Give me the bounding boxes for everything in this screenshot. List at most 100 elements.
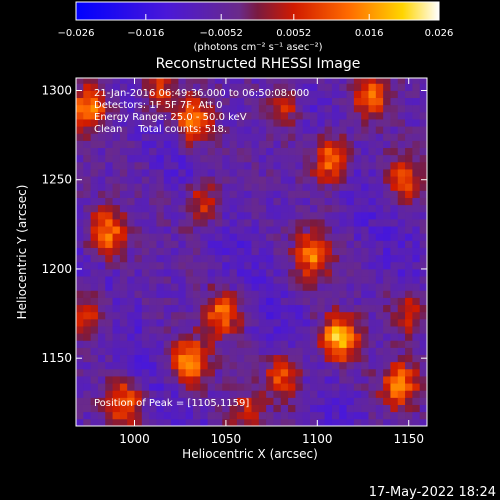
heatmap-cell xyxy=(383,169,391,177)
heatmap-cell xyxy=(302,268,311,277)
heatmap-cell xyxy=(127,126,135,134)
heatmap-cell xyxy=(324,211,333,220)
heatmap-cell xyxy=(368,83,377,91)
heatmap-cell xyxy=(178,254,187,263)
heatmap-cell xyxy=(222,290,230,298)
heatmap-cell xyxy=(90,283,99,291)
heatmap-cell xyxy=(405,90,413,99)
heatmap-cell xyxy=(163,361,172,370)
heatmap-cell xyxy=(251,204,260,213)
heatmap-cell xyxy=(280,83,289,91)
heatmap-cell xyxy=(397,111,406,120)
heatmap-cell xyxy=(251,78,260,84)
heatmap-cell xyxy=(258,133,267,141)
heatmap-cell xyxy=(346,247,355,256)
heatmap-cell xyxy=(251,169,260,177)
heatmap-cell xyxy=(317,126,326,134)
heatmap-cell xyxy=(302,111,311,120)
heatmap-cell xyxy=(266,147,274,156)
heatmap-cell xyxy=(266,233,274,241)
heatmap-cell xyxy=(105,247,113,256)
heatmap-cell xyxy=(127,304,135,313)
heatmap-cell xyxy=(383,311,391,320)
heatmap-cell xyxy=(273,311,282,320)
heatmap-cell xyxy=(405,126,413,134)
heatmap-cell xyxy=(149,311,157,320)
heatmap-cell xyxy=(295,411,304,420)
heatmap-cell xyxy=(178,411,187,420)
heatmap-cell xyxy=(368,411,377,420)
heatmap-cell xyxy=(258,176,267,184)
heatmap-cell xyxy=(171,111,179,120)
heatmap-cell xyxy=(280,333,289,341)
heatmap-cell xyxy=(112,397,121,405)
heatmap-cell xyxy=(222,147,230,156)
heatmap-cell xyxy=(171,276,179,284)
heatmap-cell xyxy=(222,333,230,341)
heatmap-cell xyxy=(207,376,216,384)
heatmap-cell xyxy=(288,276,296,284)
heatmap-cell xyxy=(185,104,194,113)
heatmap-cell xyxy=(390,247,399,256)
heatmap-cell xyxy=(222,111,230,120)
heatmap-cell xyxy=(178,376,187,384)
heatmap-cell xyxy=(105,218,113,227)
heatmap-cell xyxy=(207,211,216,220)
heatmap-cell xyxy=(163,311,172,320)
heatmap-cell xyxy=(171,283,179,291)
heatmap-cell xyxy=(236,176,245,184)
heatmap-cell xyxy=(214,340,223,348)
heatmap-cell xyxy=(390,204,399,213)
heatmap-cell xyxy=(258,233,267,241)
heatmap-cell xyxy=(90,268,99,277)
heatmap-cell xyxy=(397,126,406,134)
heatmap-cell xyxy=(83,283,92,291)
heatmap-cell xyxy=(375,290,384,298)
heatmap-cell xyxy=(119,190,128,198)
heatmap-cell xyxy=(412,140,421,148)
heatmap-cell xyxy=(83,140,92,148)
heatmap-cell xyxy=(419,318,427,327)
heatmap-cell xyxy=(134,376,143,384)
heatmap-cell xyxy=(127,318,135,327)
heatmap-cell xyxy=(419,97,427,106)
heatmap-cell xyxy=(266,197,274,206)
x-tick-label: 1100 xyxy=(302,432,333,446)
heatmap-cell xyxy=(273,418,282,426)
heatmap-cell xyxy=(119,183,128,191)
heatmap-cell xyxy=(97,354,106,363)
annotation-clean-counts: Clean Total counts: 518. xyxy=(94,124,227,135)
heatmap-cell xyxy=(229,161,238,170)
heatmap-cell xyxy=(419,290,427,298)
heatmap-cell xyxy=(119,354,128,363)
heatmap-cell xyxy=(346,126,355,134)
heatmap-cell xyxy=(383,297,391,306)
heatmap-cell xyxy=(90,218,99,227)
heatmap-cell xyxy=(112,254,121,263)
heatmap-cell xyxy=(251,247,260,256)
heatmap-cell xyxy=(310,154,318,163)
heatmap-cell xyxy=(353,169,362,177)
heatmap-cell xyxy=(324,418,333,426)
heatmap-cell xyxy=(149,133,157,141)
heatmap-cell xyxy=(412,183,421,191)
heatmap-cell xyxy=(266,140,274,148)
heatmap-cell xyxy=(266,97,274,106)
heatmap-cell xyxy=(397,268,406,277)
heatmap-cell xyxy=(214,390,223,398)
heatmap-cell xyxy=(310,354,318,363)
heatmap-cell xyxy=(119,254,128,263)
heatmap-cell xyxy=(185,78,194,84)
heatmap-cell xyxy=(412,104,421,113)
heatmap-cell xyxy=(375,333,384,341)
heatmap-cell xyxy=(141,211,150,220)
heatmap-cell xyxy=(251,97,260,106)
heatmap-cell xyxy=(375,90,384,99)
heatmap-cell xyxy=(200,347,209,356)
heatmap-cell xyxy=(185,368,194,377)
heatmap-cell xyxy=(134,147,143,156)
heatmap-cell xyxy=(83,83,92,91)
heatmap-cell xyxy=(251,404,260,413)
heatmap-cell xyxy=(127,104,135,113)
heatmap-cell xyxy=(361,268,369,277)
